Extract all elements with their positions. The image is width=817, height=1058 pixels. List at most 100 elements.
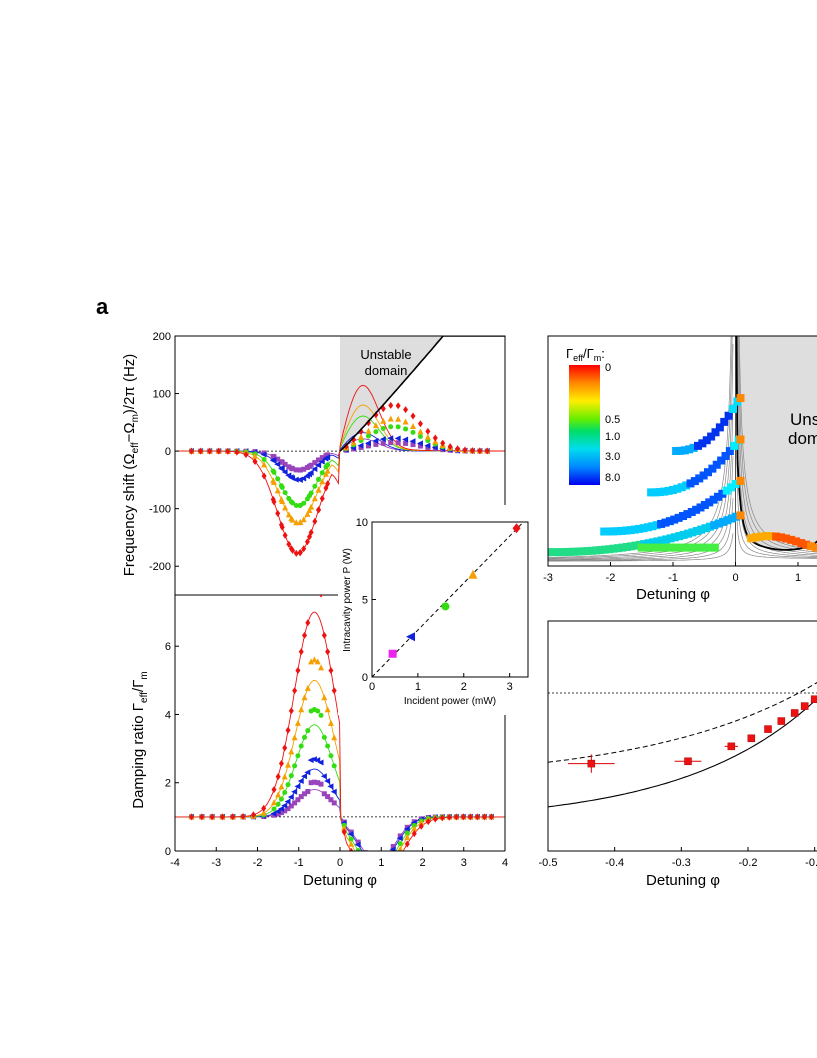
x-tick-label-1: -2 [606, 572, 616, 584]
map-point-122 [782, 534, 791, 543]
unstable-annotation-line1: Unstable [790, 410, 817, 429]
plot-frame [547, 335, 817, 567]
map-point-87 [690, 477, 699, 486]
point-green-41 [417, 434, 423, 440]
zoom-point-1 [684, 757, 692, 766]
point-green-24 [325, 743, 331, 749]
point-purple-33 [358, 444, 364, 450]
map-point-6 [570, 547, 579, 556]
stability-boundary [339, 336, 505, 452]
point-green-16 [298, 743, 304, 749]
contour-right-6 [738, 336, 817, 551]
map-point-45 [600, 527, 609, 536]
x-tick-label-2: -1 [668, 572, 678, 584]
point-red-39 [403, 406, 409, 414]
point-green-35 [373, 429, 379, 435]
map-point-12 [596, 546, 605, 555]
map-point-33 [688, 528, 697, 537]
x-tick-label-0: -4 [170, 857, 180, 869]
map-point-101 [680, 446, 689, 455]
map-point-80 [660, 487, 669, 496]
point-red-2 [209, 813, 215, 821]
point-green-22 [293, 502, 299, 508]
map-point-38 [710, 521, 719, 530]
point-blue-18 [304, 769, 311, 776]
map-point-11 [592, 546, 601, 555]
x-axis-label: Detuning φ [636, 586, 710, 603]
point-orange-7 [260, 809, 267, 816]
map-point-39 [714, 519, 723, 528]
point-purple-21 [290, 466, 296, 472]
point-orange-32 [376, 874, 382, 880]
damping-ratio-chart: -4 -3 -2 -1 0 1 2 3 4 0 2 4 6 Detuning φ Damping ra… [130, 583, 508, 889]
point-orange-27 [341, 824, 348, 831]
map-point-70 [709, 495, 718, 504]
point-orange-25 [304, 510, 311, 517]
point-blue-36 [379, 436, 386, 443]
map-point-50 [622, 526, 631, 535]
map-point-140 [665, 543, 674, 552]
inset-point-4 [512, 523, 521, 534]
point-green-28 [316, 476, 322, 482]
y-tick-label-1: 100 [153, 389, 171, 401]
point-red-7 [261, 804, 267, 812]
colorbar: Γeff/Γm: 0 0.5 1.0 3.0 8.0 [566, 346, 620, 485]
point-orange-23 [321, 694, 328, 701]
data-points [568, 695, 817, 773]
map-point-71 [714, 492, 722, 501]
x-ticks: -3 -2 -1 0 1 [543, 562, 801, 584]
map-point-89 [699, 471, 708, 480]
point-blue-26 [307, 469, 314, 476]
map-point-41 [723, 516, 732, 525]
map-point-59 [661, 518, 670, 527]
map-point-65 [687, 508, 696, 517]
point-orange-35 [397, 845, 403, 851]
map-point-54 [639, 524, 648, 533]
point-red-16 [271, 498, 277, 506]
map-point-106 [702, 436, 711, 445]
point-orange-21 [314, 658, 321, 665]
point-orange-37 [411, 825, 418, 832]
point-blue-15 [294, 783, 301, 790]
map-point-31 [679, 530, 688, 539]
map-point-14 [605, 545, 614, 554]
map-point-115 [747, 534, 756, 543]
map-point-19 [627, 542, 636, 551]
map-point-77 [647, 488, 656, 497]
point-blue-8 [260, 451, 267, 458]
map-point-135 [637, 543, 646, 552]
contour-left-2 [548, 456, 734, 561]
point-red-6 [243, 451, 249, 459]
point-orange-36 [404, 834, 411, 841]
point-blue-13 [287, 793, 294, 800]
point-orange-24 [300, 516, 307, 523]
point-purple-23 [297, 467, 303, 473]
point-red-13 [288, 707, 294, 715]
point-orange-40 [410, 422, 417, 429]
map-point-95 [725, 447, 734, 456]
point-purple-23 [321, 791, 327, 797]
point-purple-29 [355, 839, 361, 845]
map-point-26 [657, 536, 666, 545]
map-point-28 [666, 534, 675, 543]
point-red-2 [207, 447, 213, 455]
zoom-point-6 [790, 709, 799, 717]
point-orange-30 [362, 865, 368, 871]
map-point-32 [684, 529, 692, 538]
unstable-annotation-line1: Unstable [360, 347, 411, 362]
point-orange-18 [304, 684, 311, 691]
point-red-3 [219, 813, 225, 821]
point-blue-11 [281, 802, 288, 809]
point-blue-41 [416, 440, 423, 447]
map-point-25 [653, 537, 662, 546]
point-orange-7 [252, 452, 259, 459]
point-purple-22 [293, 467, 299, 473]
point-red-42 [425, 427, 431, 435]
point-red-21 [315, 583, 320, 590]
map-point-144 [688, 543, 697, 552]
point-red-28 [348, 847, 354, 851]
point-purple-15 [295, 797, 301, 803]
point-blue-9 [274, 808, 281, 815]
map-point-99 [672, 447, 681, 455]
point-red-1 [198, 447, 204, 455]
